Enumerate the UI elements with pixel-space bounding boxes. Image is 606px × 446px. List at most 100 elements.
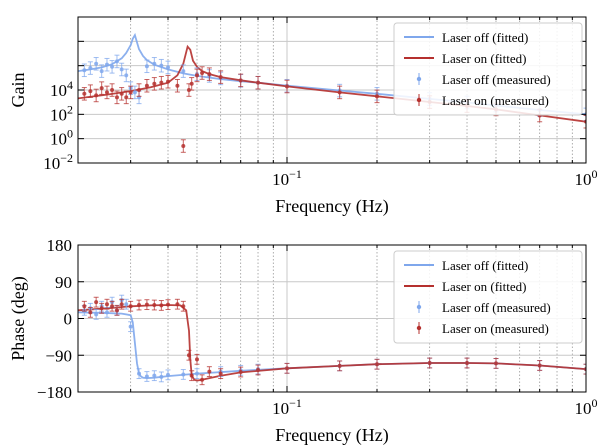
- gain-data-point: [337, 90, 342, 95]
- phase-legend-label: Laser on (measured): [442, 321, 549, 336]
- phase-data-point: [256, 367, 261, 372]
- phase-legend: Laser off (fitted) Laser on (fitted) Laser…: [393, 250, 583, 344]
- gain-y-tick-label: 100: [50, 127, 73, 149]
- gain-y-axis-label: Gain: [8, 73, 28, 108]
- phase-x-tick-label: 10−1: [272, 396, 302, 418]
- gain-data-point: [144, 64, 149, 69]
- phase-data-point: [99, 306, 104, 311]
- phase-y-tick-label: 180: [47, 236, 73, 255]
- gain-data-point: [99, 86, 104, 91]
- phase-data-point: [166, 372, 171, 377]
- gain-data-point: [218, 75, 223, 80]
- phase-data-point: [110, 304, 115, 309]
- phase-y-tick-label: −180: [37, 383, 72, 402]
- gain-y-tick-label: 102: [50, 102, 73, 124]
- gain-data-point: [119, 91, 124, 96]
- phase-legend-swatch-marker: [416, 325, 422, 331]
- gain-ticks: [77, 16, 587, 164]
- gain-data-point: [200, 70, 205, 75]
- gain-data-point: [94, 61, 99, 66]
- phase-data-point: [104, 310, 109, 315]
- phase-data-point: [175, 302, 180, 307]
- gain-data-point: [144, 83, 149, 88]
- phase-data-point: [128, 304, 133, 309]
- gain-x-axis-label: Frequency (Hz): [275, 196, 388, 217]
- gain-x-tick-label: 100: [575, 167, 598, 189]
- gain-legend: Laser off (fitted) Laser on (fitted) Laser…: [393, 22, 583, 116]
- gain-data-point: [194, 73, 199, 78]
- gain-data-point: [166, 79, 171, 84]
- gain-x-tick-label: 10−1: [272, 167, 302, 189]
- phase-data-point: [189, 373, 194, 378]
- phase-data-point: [194, 371, 199, 376]
- phase-data-point: [119, 302, 124, 307]
- gain-data-point: [124, 73, 129, 78]
- gain-data-point: [88, 66, 93, 71]
- phase-data-point: [94, 300, 99, 305]
- phase-data-point: [218, 371, 223, 376]
- gain-legend-swatch-marker: [416, 97, 422, 103]
- phase-data-point: [427, 361, 432, 366]
- phase-data-point: [137, 371, 142, 376]
- gain-data-point: [94, 93, 99, 98]
- gain-data-point: [256, 80, 261, 85]
- phase-data-point: [144, 374, 149, 379]
- phase-data-point: [337, 363, 342, 368]
- gain-data-point: [124, 95, 129, 100]
- gain-data-point: [152, 81, 157, 86]
- phase-y-axis-label: Phase (deg): [8, 276, 29, 360]
- phase-y-tick-label: 90: [55, 273, 72, 292]
- gain-data-point: [114, 95, 119, 100]
- gain-data-point: [284, 84, 289, 89]
- gain-data-point: [128, 90, 133, 95]
- gain-data-point: [132, 90, 137, 95]
- gain-data-point: [189, 81, 194, 86]
- gain-data-point: [181, 143, 186, 148]
- phase-legend-label: Laser off (fitted): [442, 258, 528, 273]
- gain-data-point: [238, 78, 243, 83]
- gain-legend-label: Laser off (measured): [442, 72, 551, 87]
- phase-data-point: [284, 366, 289, 371]
- phase-data-point: [159, 303, 164, 308]
- gain-legend-label: Laser on (fitted): [442, 51, 526, 66]
- phase-x-axis-label: Frequency (Hz): [275, 425, 388, 446]
- phase-data-point: [128, 324, 133, 329]
- phase-data-point: [137, 303, 142, 308]
- gain-data-point: [159, 63, 164, 68]
- phase-data-point: [181, 304, 186, 309]
- phase-legend-swatch-marker: [416, 304, 422, 310]
- phase-data-point: [94, 312, 99, 317]
- gain-data-point: [114, 59, 119, 64]
- phase-data-point: [238, 369, 243, 374]
- phase-legend-label: Laser on (fitted): [442, 279, 526, 294]
- gain-y-tick-label: 10−2: [43, 151, 73, 173]
- gain-data-point: [99, 69, 104, 74]
- phase-y-tick-label: 0: [64, 310, 73, 329]
- gain-data-point: [104, 90, 109, 95]
- phase-data-point: [186, 353, 191, 358]
- phase-data-point: [152, 303, 157, 308]
- phase-data-point: [465, 361, 470, 366]
- phase-data-point: [144, 302, 149, 307]
- gain-data-point: [137, 88, 142, 92]
- phase-data-point: [104, 302, 109, 307]
- gain-data-point: [119, 67, 124, 72]
- phase-data-point: [114, 308, 119, 313]
- phase-series-layer: [78, 294, 586, 386]
- gain-y-tick-label: 104: [50, 78, 73, 100]
- phase-data-point: [537, 363, 542, 368]
- phase-data-point: [200, 377, 205, 382]
- phase-data-point: [207, 369, 212, 374]
- phase-data-point: [194, 357, 199, 362]
- gain-legend-label: Laser off (fitted): [442, 30, 528, 45]
- phase-legend-label: Laser off (measured): [442, 300, 551, 315]
- gain-data-point: [82, 68, 87, 73]
- gain-legend-box: [393, 22, 583, 116]
- gain-data-point: [110, 64, 115, 69]
- gain-data-point: [110, 88, 115, 92]
- gain-data-point: [186, 88, 191, 92]
- gain-data-point: [166, 65, 171, 70]
- gain-data-point: [82, 91, 87, 96]
- phase-data-point: [124, 302, 129, 307]
